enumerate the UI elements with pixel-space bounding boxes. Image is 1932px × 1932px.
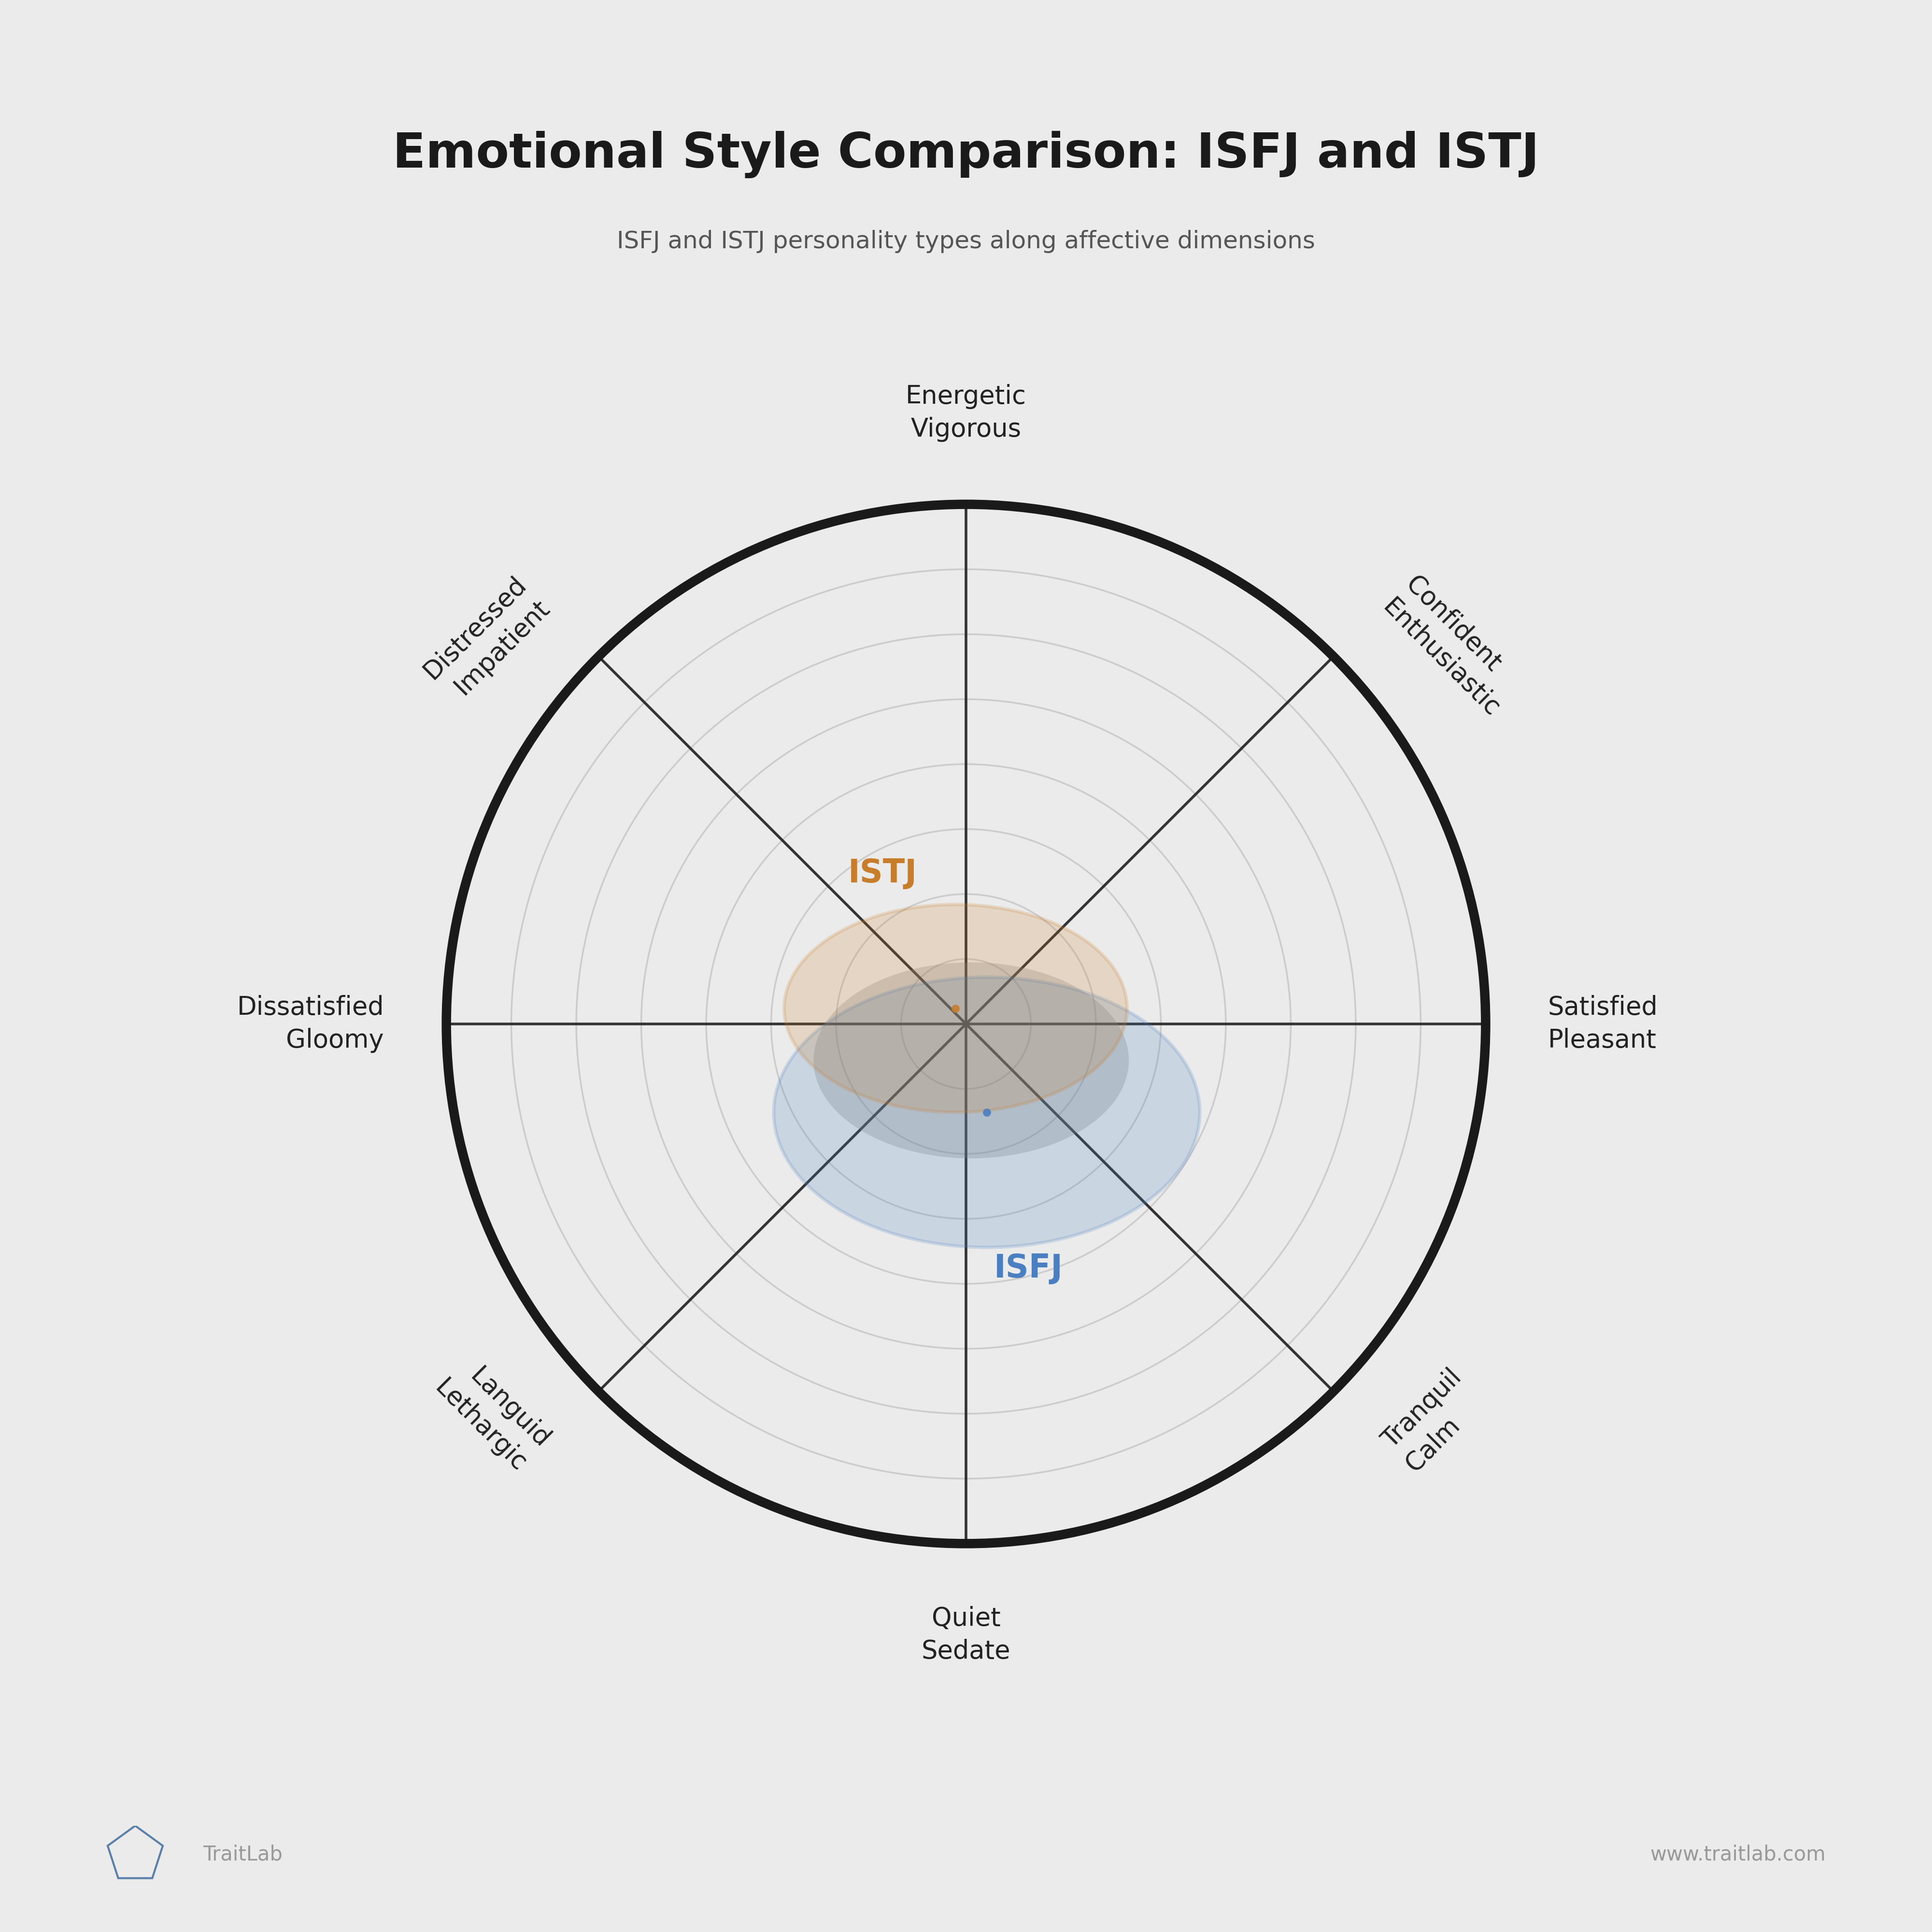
Text: Energetic
Vigorous: Energetic Vigorous (906, 384, 1026, 442)
Ellipse shape (813, 962, 1128, 1159)
Text: ISFJ and ISTJ personality types along affective dimensions: ISFJ and ISTJ personality types along af… (616, 230, 1316, 253)
Text: ISFJ: ISFJ (993, 1252, 1063, 1285)
Text: www.traitlab.com: www.traitlab.com (1650, 1845, 1826, 1864)
Point (941, 993, 972, 1024)
Text: Distressed
Impatient: Distressed Impatient (419, 572, 554, 707)
Text: TraitLab: TraitLab (203, 1845, 282, 1864)
Text: Languid
Lethargic: Languid Lethargic (429, 1352, 554, 1476)
Text: Dissatisfied
Gloomy: Dissatisfied Gloomy (238, 995, 384, 1053)
Text: ISTJ: ISTJ (848, 858, 918, 889)
Text: Confident
Enthusiastic: Confident Enthusiastic (1378, 572, 1528, 723)
Ellipse shape (773, 978, 1200, 1248)
Ellipse shape (784, 904, 1126, 1113)
Text: Tranquil
Calm: Tranquil Calm (1378, 1364, 1490, 1476)
Text: Emotional Style Comparison: ISFJ and ISTJ: Emotional Style Comparison: ISFJ and IST… (392, 131, 1540, 178)
Point (972, 1097, 1003, 1128)
Text: Satisfied
Pleasant: Satisfied Pleasant (1548, 995, 1658, 1053)
Text: Quiet
Sedate: Quiet Sedate (922, 1605, 1010, 1663)
